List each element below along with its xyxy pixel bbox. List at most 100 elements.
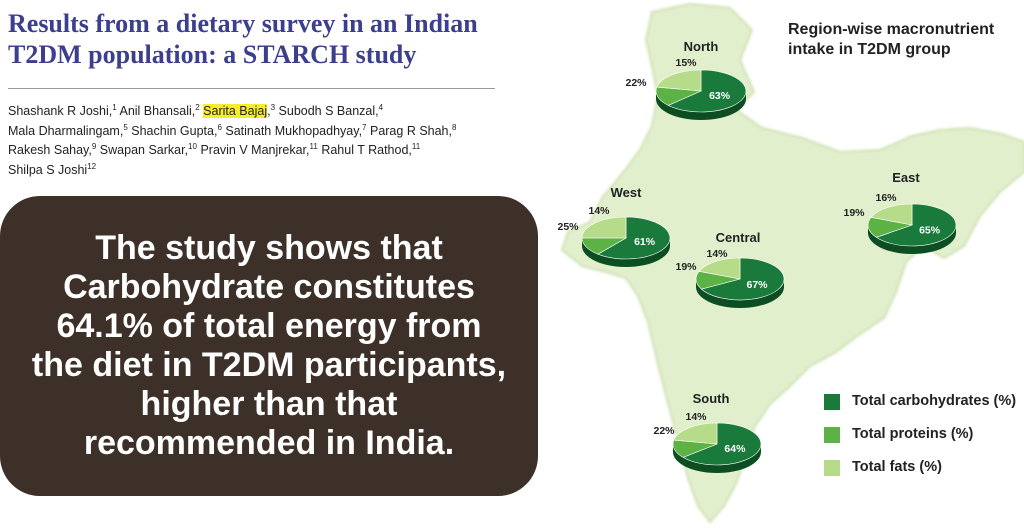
author-name: Shashank R Joshi,1 — [8, 103, 117, 119]
legend-swatch — [824, 394, 840, 410]
author-name-text: Anil Bhansali, — [119, 104, 196, 119]
author-name: Subodh S Banzal,4 — [278, 103, 384, 119]
author-name-text: Shashank R Joshi, — [8, 104, 113, 119]
author-affiliation: 11 — [309, 142, 318, 152]
author-name: Rahul T Rathod,11 — [321, 142, 421, 158]
author-affiliation: 1 — [112, 103, 117, 112]
author-name-text: Rahul T Rathod, — [321, 143, 412, 158]
author-name-text: Rakesh Sahay, — [8, 143, 92, 158]
pie-side-east — [868, 225, 956, 254]
author-name-text: Pravin V Manjrekar, — [200, 143, 310, 158]
callout-line: recommended in India. — [83, 424, 455, 462]
callout-line: the diet in T2DM participants, — [31, 346, 507, 384]
pie-label-carbohydrates: 67% — [746, 279, 768, 291]
author-name: Shilpa S Joshi12 — [8, 161, 97, 178]
pie-label-fats: 19% — [843, 207, 865, 219]
pie-slice-east-carbohydrates — [875, 203, 957, 247]
pie-label-carbohydrates: 63% — [709, 90, 731, 102]
pie-slice-south-fats — [673, 422, 718, 445]
author-affiliation: 12 — [87, 161, 97, 171]
paper-title: Results from a dietary survey in an Indi… — [8, 8, 508, 70]
pie-label-proteins: 16% — [875, 192, 897, 204]
pie-label-carbohydrates: 65% — [919, 224, 941, 236]
pie-slice-central-carbohydrates — [700, 257, 785, 301]
author-name-text: Parag R Shah, — [369, 123, 452, 138]
author-name: Pravin V Manjrekar,11 — [200, 142, 318, 158]
pie-side-central — [696, 279, 784, 308]
chart-title-line: Region-wise macronutrient — [788, 21, 995, 38]
author-affiliation: 3 — [270, 103, 276, 112]
author-name: Parag R Shah,8 — [369, 122, 457, 138]
legend-swatch — [824, 460, 840, 476]
pie-label-proteins: 15% — [675, 57, 697, 69]
author-name-text: Mala Dharmalingam, — [8, 123, 124, 138]
author-name-text: Swapan Sarkar, — [99, 143, 189, 158]
author-affiliation: 11 — [411, 142, 421, 152]
author-list: Shashank R Joshi,1 Anil Bhansali,2 Sarit… — [8, 100, 498, 179]
author-name-text: Sarita Bajaj — [203, 104, 268, 119]
callout-line: The study shows that — [95, 229, 443, 267]
callout-text: The study shows that Carbohydrate consti… — [9, 229, 529, 463]
author-name: Mala Dharmalingam,5 — [8, 122, 128, 138]
pie-slice-west-fats — [581, 216, 627, 239]
author-affiliation: 4 — [378, 103, 384, 112]
region-name-central: Central — [716, 230, 761, 245]
author-affiliation: 10 — [188, 142, 197, 152]
author-name: Shachin Gupta,6 — [131, 122, 222, 138]
author-affiliation: 5 — [123, 122, 128, 132]
author-affiliation: 7 — [362, 122, 367, 132]
pie-slice-west-carbohydrates — [597, 216, 671, 260]
pie-side-west — [582, 238, 670, 267]
author-affiliation: 2 — [195, 103, 200, 112]
pie-label-carbohydrates: 64% — [724, 443, 746, 455]
india-map-silhouette — [560, 2, 1024, 524]
legend-label: Total fats (%) — [852, 459, 942, 475]
legend-label: Total proteins (%) — [852, 426, 974, 442]
callout-line: Carbohydrate constitutes — [63, 268, 475, 306]
author-name: Swapan Sarkar,10 — [99, 142, 197, 158]
pie-slice-south-carbohydrates — [682, 422, 762, 466]
author-affiliation: 8 — [451, 122, 457, 132]
pie-label-proteins: 14% — [706, 248, 728, 260]
pie-label-fats: 19% — [675, 261, 697, 273]
region-name-south: South — [693, 391, 730, 406]
author-name-text: Subodh S Banzal, — [278, 104, 379, 119]
pie-label-proteins: 14% — [588, 205, 610, 217]
india-map-chart: 63% 15% 22% North 61% 14% 25% West 67% 14% 19% Cent… — [557, 2, 1024, 524]
pie-side-south — [673, 444, 761, 473]
region-name-east: East — [892, 170, 920, 185]
author-name: Satinath Mukhopadhyay,7 — [225, 122, 367, 138]
callout-line: 64.1% of total energy from — [56, 307, 482, 345]
pie-side-north — [656, 91, 746, 120]
author-name-text: Satinath Mukhopadhyay, — [225, 123, 363, 138]
author-name: Sarita Bajaj,3 — [203, 103, 276, 119]
chart-title: Region-wise macronutrient intake in T2DM… — [788, 20, 1018, 60]
region-name-north: North — [684, 39, 719, 54]
pie-label-fats: 22% — [625, 77, 647, 89]
author-affiliation: 6 — [217, 122, 222, 132]
pie-label-fats: 22% — [653, 425, 675, 437]
title-line-1: Results from a dietary survey in an Indi… — [8, 9, 478, 38]
author-affiliation: 9 — [91, 142, 97, 152]
pie-slice-north-carbohydrates — [667, 69, 747, 113]
pie-label-carbohydrates: 61% — [634, 236, 656, 248]
author-name-text: Shachin Gupta, — [131, 123, 218, 138]
pie-slice-central-fats — [698, 257, 741, 280]
author-name: Anil Bhansali,2 — [119, 103, 200, 119]
pie-label-proteins: 14% — [685, 411, 707, 423]
key-finding-callout: The study shows that Carbohydrate consti… — [0, 196, 538, 496]
title-divider — [8, 88, 495, 89]
title-line-2: T2DM population: a STARCH study — [8, 40, 417, 69]
author-name: Rakesh Sahay,9 — [8, 142, 97, 158]
pie-slice-east-fats — [870, 203, 913, 226]
region-name-west: West — [611, 185, 642, 200]
author-punctuation: , — [267, 104, 271, 119]
legend-swatch — [824, 427, 840, 443]
legend-label: Total carbohydrates (%) — [852, 393, 1017, 409]
pie-slice-east-proteins — [867, 216, 914, 238]
callout-line: higher than that — [140, 385, 398, 423]
pie-label-fats: 25% — [557, 221, 579, 233]
chart-title-line: intake in T2DM group — [788, 41, 951, 58]
author-name-text: Shilpa S Joshi — [8, 163, 88, 178]
pie-slice-north-fats — [656, 69, 702, 92]
